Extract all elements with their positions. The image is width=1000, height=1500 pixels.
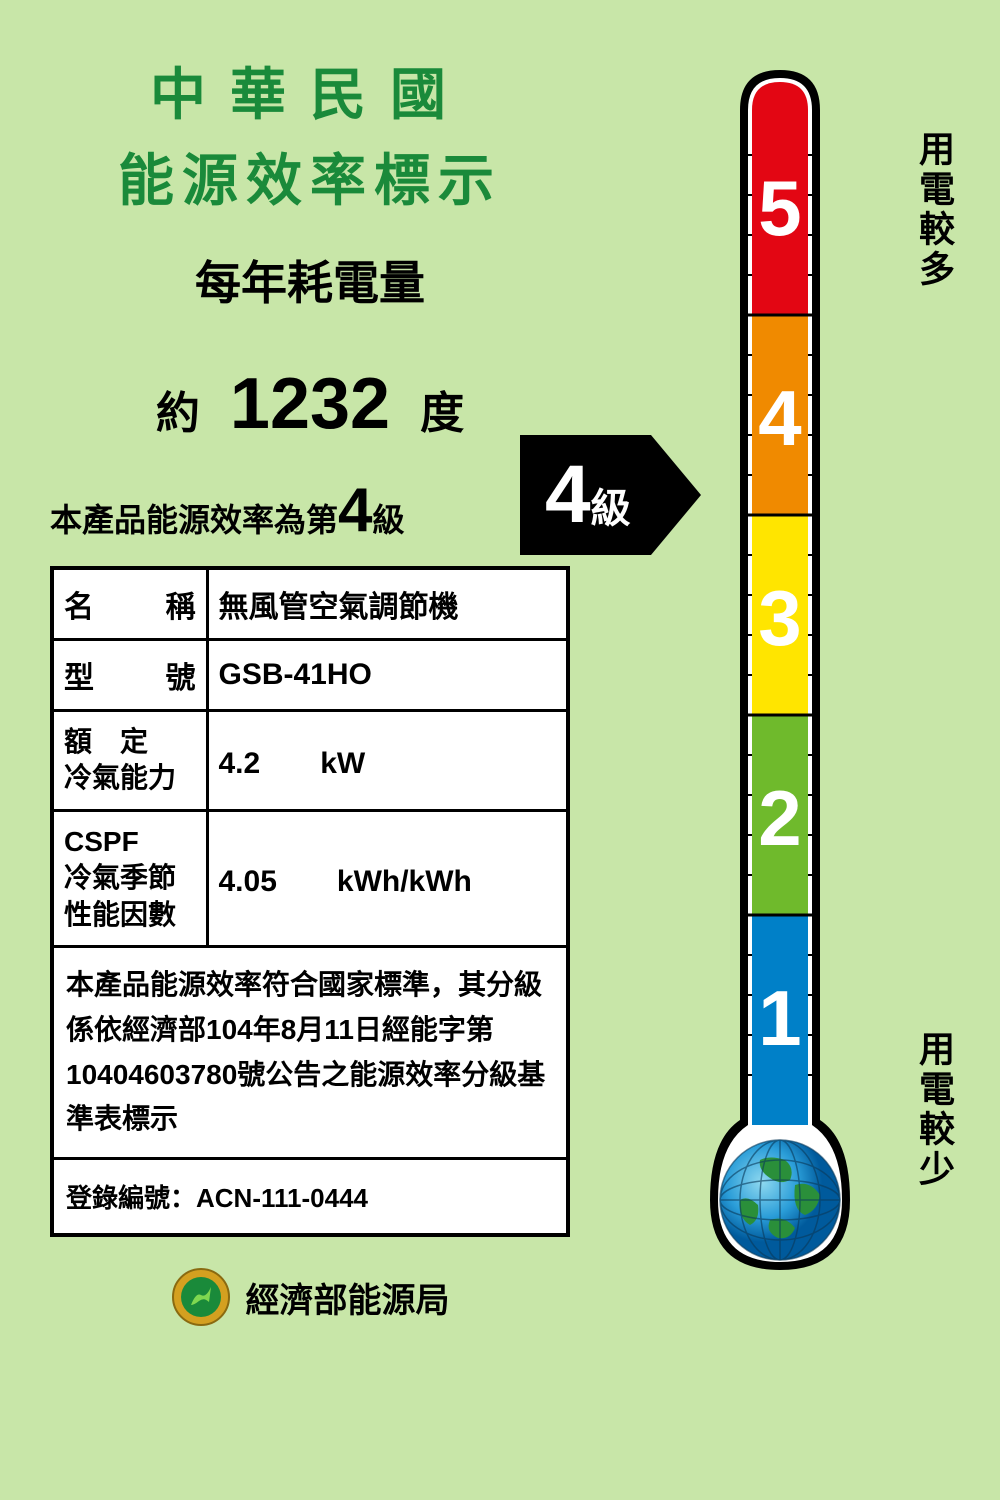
model-value: GSB-41HO	[207, 640, 568, 711]
thermometer-scale-icon: 5 4 3 2 1	[710, 60, 850, 1340]
compliance-text: 本產品能源效率符合國家標準，其分級係依經濟部104年8月11日經能字第10404…	[52, 946, 568, 1158]
table-row: CSPF 冷氣季節 性能因數 4.05 kWh/kWh	[52, 810, 568, 946]
capacity-label: 額 定 冷氣能力	[52, 711, 207, 811]
level-2-number: 2	[758, 774, 801, 862]
grade-pointer: 4 級	[520, 435, 701, 555]
low-consumption-label: 用電較少	[908, 1030, 960, 1190]
agency-name: 經濟部能源局	[246, 1273, 450, 1322]
energy-bureau-logo-icon	[171, 1267, 231, 1327]
level-5-number: 5	[758, 164, 801, 252]
grade-statement: 本產品能源效率為第 4 級	[50, 475, 570, 546]
consumption-unit: 度	[420, 377, 464, 441]
capacity-value: 4.2 kW	[207, 711, 568, 811]
pointer-grade-number: 4	[545, 435, 591, 555]
model-label: 型 號	[52, 640, 207, 711]
grade-number-inline: 4	[338, 475, 372, 546]
table-row: 本產品能源效率符合國家標準，其分級係依經濟部104年8月11日經能字第10404…	[52, 946, 568, 1158]
title-line2: 能源效率標示	[50, 136, 570, 217]
footer: 經濟部能源局	[50, 1267, 570, 1327]
table-row: 型 號 GSB-41HO	[52, 640, 568, 711]
pointer-grade-suffix: 級	[591, 476, 631, 534]
product-info-table: 名 稱 無風管空氣調節機 型 號 GSB-41HO 額 定 冷氣能力 4.2 k…	[50, 566, 570, 1237]
cspf-value: 4.05 kWh/kWh	[207, 810, 568, 946]
subtitle: 每年耗電量	[50, 247, 570, 313]
consumption-prefix: 約	[156, 377, 200, 441]
level-1-number: 1	[758, 974, 801, 1062]
name-label: 名 稱	[52, 568, 207, 640]
table-row: 名 稱 無風管空氣調節機	[52, 568, 568, 640]
cspf-label: CSPF 冷氣季節 性能因數	[52, 810, 207, 946]
title-line1: 中華民國	[50, 50, 570, 131]
annual-consumption: 約 1232 度	[50, 363, 570, 445]
high-consumption-label: 用電較多	[908, 130, 960, 290]
registration-number: 登錄編號：ACN-111-0444	[52, 1159, 568, 1236]
grade-prefix: 本產品能源效率為第	[50, 495, 338, 541]
level-4-number: 4	[758, 374, 801, 462]
table-row: 額 定 冷氣能力 4.2 kW	[52, 711, 568, 811]
consumption-value: 1232	[230, 363, 390, 445]
grade-suffix: 級	[373, 495, 405, 541]
name-value: 無風管空氣調節機	[207, 568, 568, 640]
table-row: 登錄編號：ACN-111-0444	[52, 1159, 568, 1236]
level-3-number: 3	[758, 574, 801, 662]
